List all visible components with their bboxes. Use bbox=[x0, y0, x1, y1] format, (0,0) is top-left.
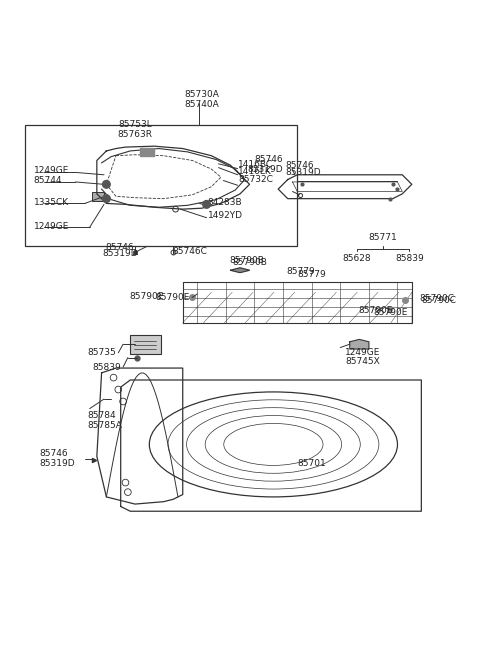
Text: 85746C: 85746C bbox=[172, 247, 207, 255]
Text: 1416BC: 1416BC bbox=[238, 160, 273, 169]
Text: 85744: 85744 bbox=[34, 176, 62, 185]
Text: 85746
85319D: 85746 85319D bbox=[247, 155, 283, 174]
Circle shape bbox=[103, 181, 110, 188]
Polygon shape bbox=[350, 339, 369, 349]
Text: 85732C: 85732C bbox=[238, 175, 273, 184]
Text: 85779: 85779 bbox=[297, 270, 326, 279]
Text: 85735: 85735 bbox=[87, 348, 116, 357]
Text: 85771: 85771 bbox=[369, 233, 397, 242]
Bar bbox=[92, 193, 104, 201]
Text: 85784
85785A: 85784 85785A bbox=[87, 411, 122, 430]
Text: 85790B: 85790B bbox=[229, 256, 264, 265]
Text: 85701: 85701 bbox=[297, 459, 326, 468]
Text: 85839: 85839 bbox=[92, 363, 120, 371]
Text: 85790C: 85790C bbox=[421, 296, 456, 305]
Text: 85839: 85839 bbox=[395, 254, 424, 263]
Polygon shape bbox=[230, 268, 250, 272]
Text: 84283B: 84283B bbox=[207, 198, 242, 207]
Text: 1249GE: 1249GE bbox=[34, 222, 69, 231]
Text: 85790E: 85790E bbox=[129, 292, 164, 301]
Text: 85790E: 85790E bbox=[373, 308, 408, 317]
Circle shape bbox=[103, 195, 110, 202]
Text: 85753L
85763R: 85753L 85763R bbox=[118, 120, 153, 139]
Text: 85779: 85779 bbox=[287, 267, 315, 276]
Text: 85746: 85746 bbox=[285, 160, 314, 170]
Text: 85790E: 85790E bbox=[359, 307, 393, 315]
Text: 85790B: 85790B bbox=[233, 257, 268, 267]
Text: 1416LK: 1416LK bbox=[238, 168, 272, 176]
Text: 85790C: 85790C bbox=[419, 294, 454, 303]
Text: 85730A
85740A: 85730A 85740A bbox=[184, 90, 219, 109]
Bar bbox=[130, 335, 161, 354]
Text: 85790E: 85790E bbox=[156, 293, 190, 302]
Text: 85628: 85628 bbox=[343, 254, 371, 263]
Text: 85319D: 85319D bbox=[285, 168, 321, 177]
Text: 1492YD: 1492YD bbox=[207, 212, 242, 220]
Text: 85746: 85746 bbox=[106, 243, 134, 252]
Text: 85319D: 85319D bbox=[102, 249, 138, 258]
Polygon shape bbox=[140, 147, 154, 156]
Text: 85746
85319D: 85746 85319D bbox=[39, 449, 75, 468]
Text: 1249GE: 1249GE bbox=[345, 348, 380, 356]
Text: 1335CK: 1335CK bbox=[34, 198, 69, 207]
Circle shape bbox=[203, 200, 210, 208]
Text: 85745X: 85745X bbox=[345, 357, 380, 366]
Text: 1249GE: 1249GE bbox=[34, 166, 69, 176]
